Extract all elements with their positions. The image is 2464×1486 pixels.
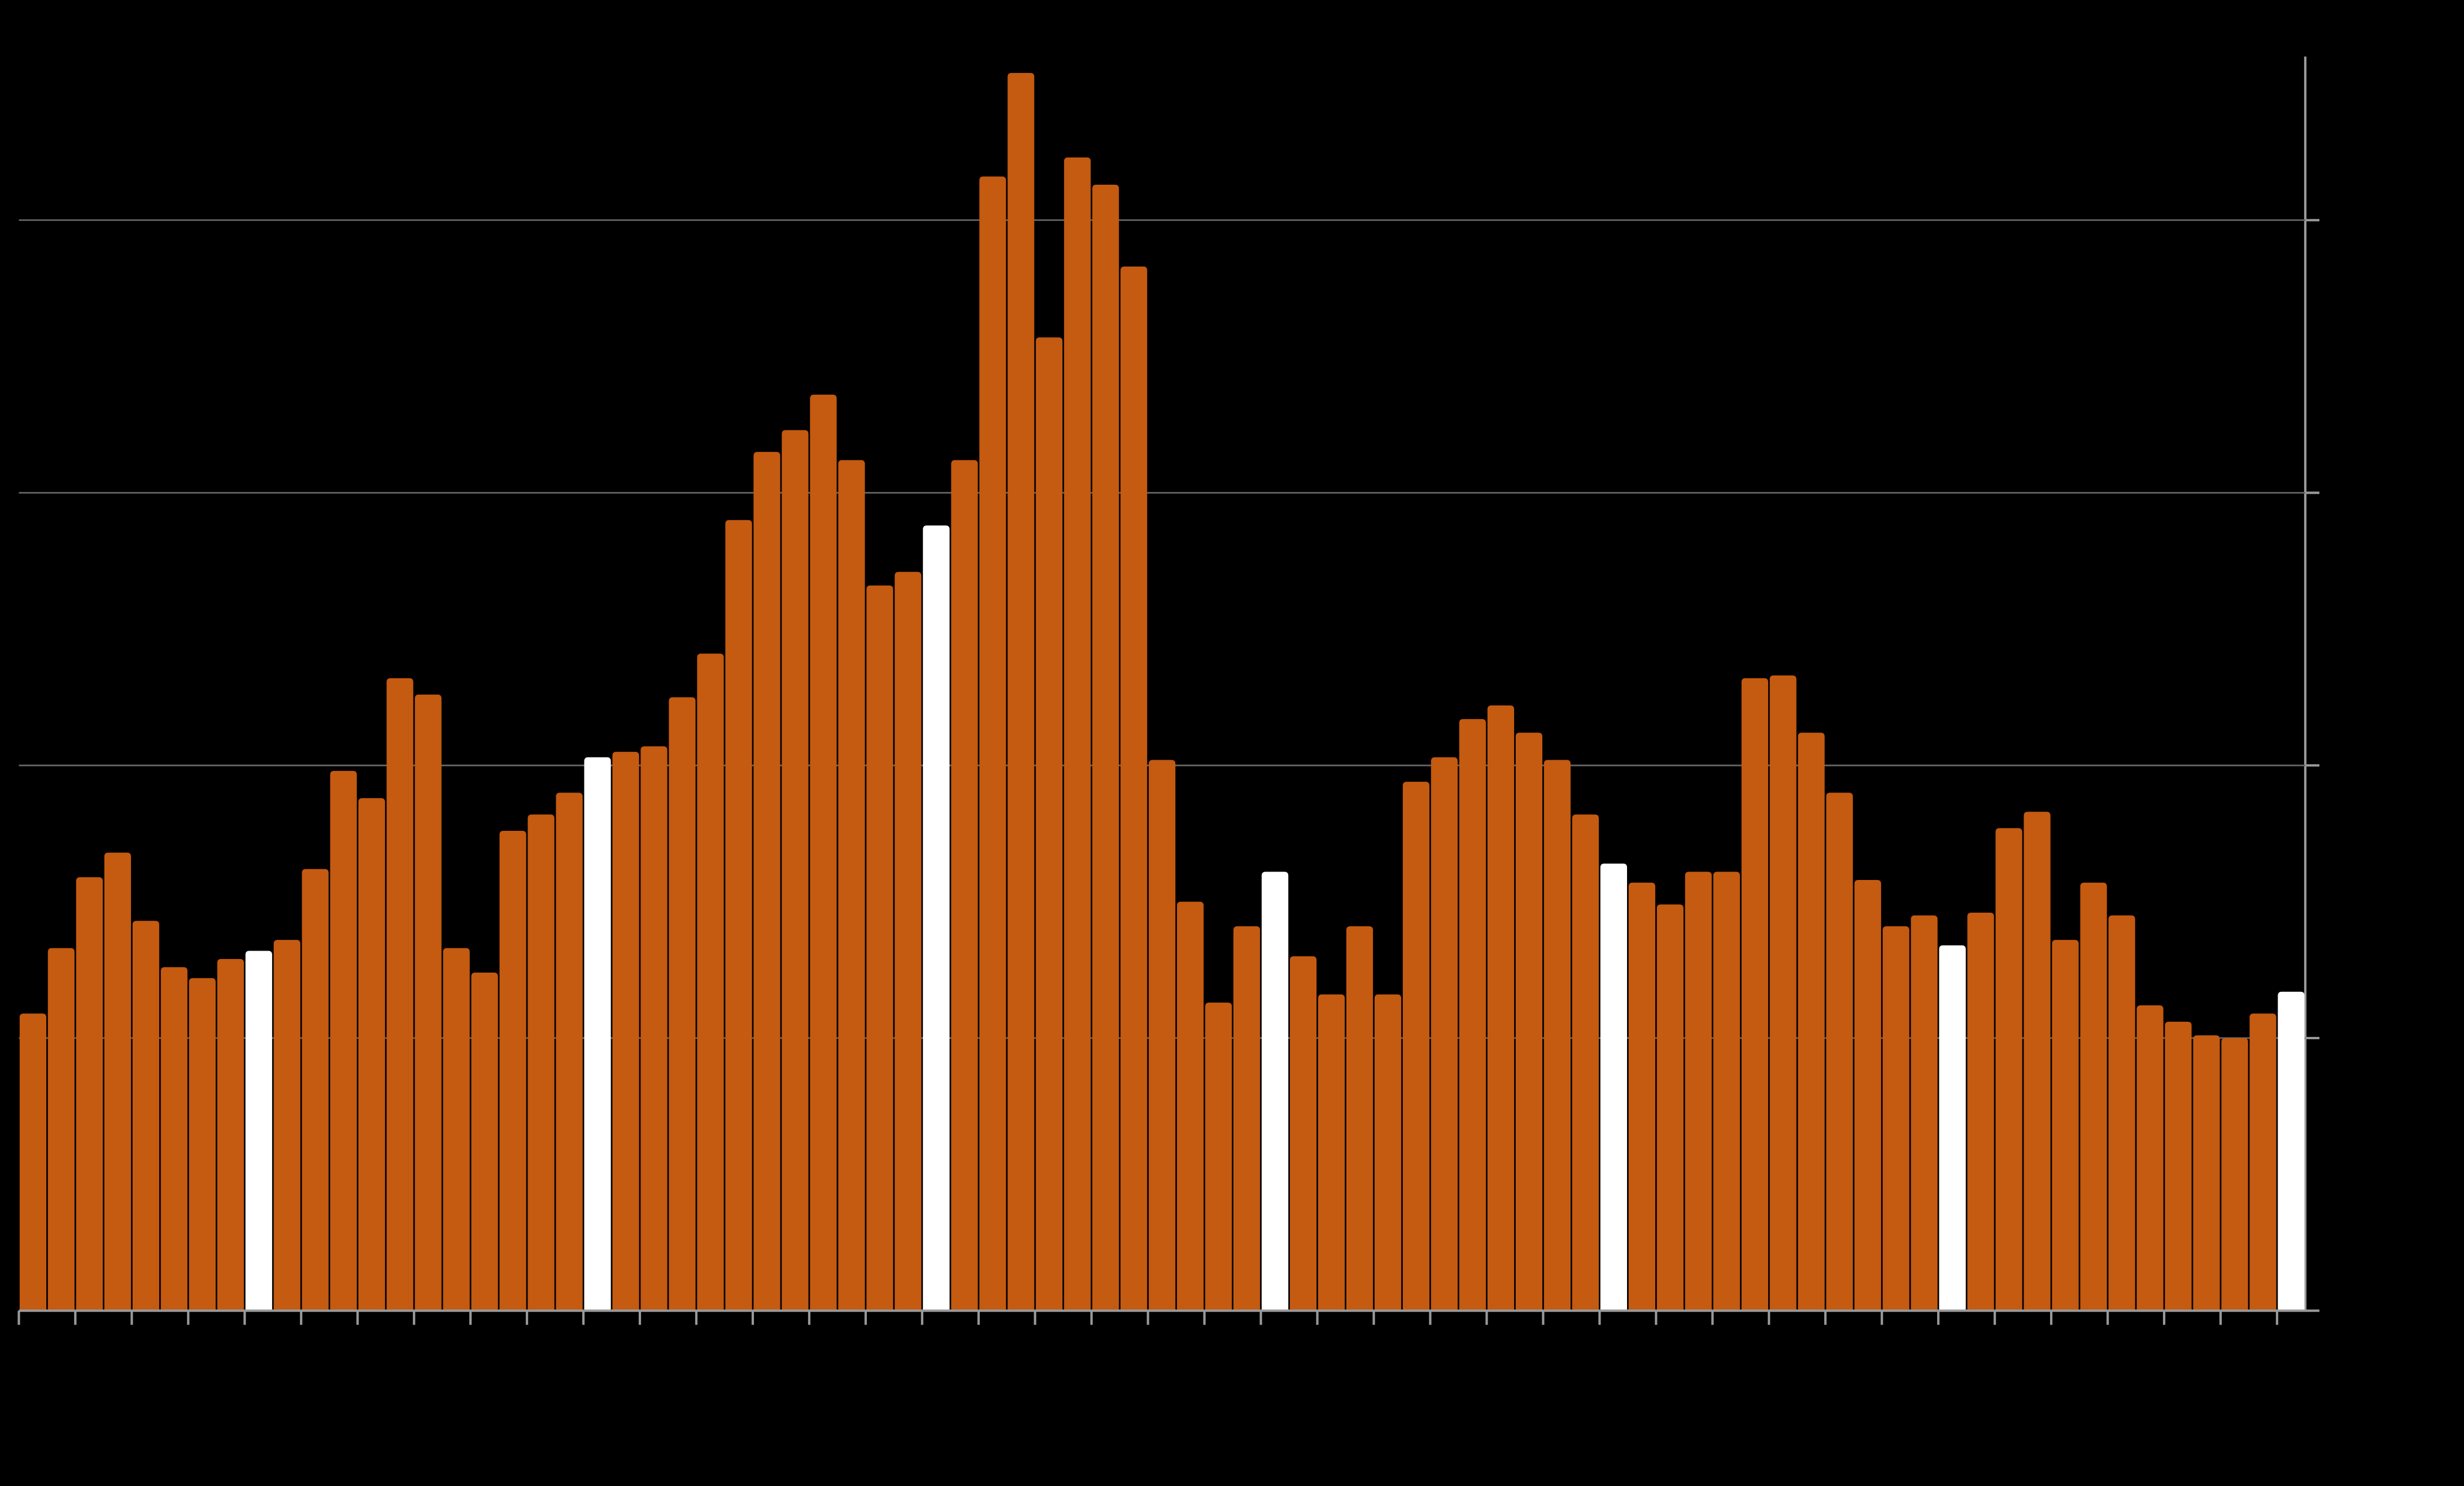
bar <box>1346 926 1373 1311</box>
bar <box>1459 719 1486 1311</box>
bar <box>1177 901 1204 1311</box>
bar <box>1911 915 1938 1311</box>
bar <box>1967 912 1994 1311</box>
bar <box>2221 1038 2248 1311</box>
bar <box>556 792 583 1311</box>
bar <box>443 948 470 1311</box>
bar <box>1826 792 1853 1311</box>
bar <box>1543 760 1571 1311</box>
bar <box>612 752 639 1311</box>
bar <box>1713 871 1740 1311</box>
bar <box>1798 733 1825 1311</box>
bar <box>1572 814 1599 1311</box>
bar <box>1769 675 1796 1311</box>
bar <box>2278 991 2305 1311</box>
bar <box>1233 926 1261 1311</box>
bar <box>1120 266 1148 1311</box>
bar <box>1487 705 1515 1311</box>
bar <box>189 978 216 1311</box>
bar <box>1064 157 1091 1311</box>
bar <box>76 877 103 1311</box>
bar <box>1036 337 1063 1311</box>
bar <box>1374 994 1402 1311</box>
bar <box>1628 882 1655 1311</box>
bar <box>302 869 329 1311</box>
bar <box>782 430 809 1311</box>
bar <box>499 831 526 1311</box>
bar <box>1854 879 1881 1311</box>
bar <box>415 694 442 1311</box>
bar <box>1008 73 1035 1311</box>
bar <box>47 948 75 1311</box>
bar <box>1402 782 1430 1311</box>
bar <box>2136 1005 2164 1311</box>
bar <box>1262 871 1289 1311</box>
bar <box>1149 760 1176 1311</box>
bar <box>1318 994 1345 1311</box>
bar <box>866 585 893 1311</box>
bar <box>2023 812 2051 1311</box>
bar <box>2080 882 2107 1311</box>
bar <box>979 176 1006 1311</box>
bar <box>1741 678 1768 1311</box>
bar <box>669 697 696 1311</box>
bar <box>725 520 752 1311</box>
bar <box>217 958 244 1311</box>
bar <box>1289 956 1317 1311</box>
bar <box>697 653 724 1311</box>
bar <box>245 951 272 1311</box>
bar <box>951 460 978 1311</box>
bar <box>132 921 159 1311</box>
bar <box>386 678 413 1311</box>
bar <box>753 452 780 1311</box>
bar <box>1939 945 1966 1311</box>
bar <box>358 798 385 1311</box>
bar <box>471 973 498 1311</box>
bar <box>273 940 300 1311</box>
bar <box>2165 1021 2192 1311</box>
bar <box>810 394 837 1311</box>
bar <box>1515 733 1543 1311</box>
bar <box>19 1013 46 1311</box>
bar <box>160 967 187 1311</box>
bar <box>1656 904 1684 1311</box>
bar <box>2108 915 2135 1311</box>
bar <box>2193 1035 2220 1311</box>
bar <box>640 746 668 1311</box>
bar <box>838 460 865 1311</box>
bar <box>1685 871 1712 1311</box>
bar <box>1205 1003 1232 1311</box>
bar <box>923 525 950 1311</box>
bar <box>104 852 131 1311</box>
bar <box>527 814 555 1311</box>
bar <box>1092 185 1119 1311</box>
bar <box>1882 926 1909 1311</box>
bar <box>584 757 611 1311</box>
bar <box>1995 828 2022 1311</box>
bar <box>1600 863 1627 1311</box>
bar <box>2249 1013 2277 1311</box>
bar <box>895 572 922 1311</box>
bar <box>1431 757 1458 1311</box>
bar <box>2052 940 2079 1311</box>
bar <box>330 770 357 1311</box>
